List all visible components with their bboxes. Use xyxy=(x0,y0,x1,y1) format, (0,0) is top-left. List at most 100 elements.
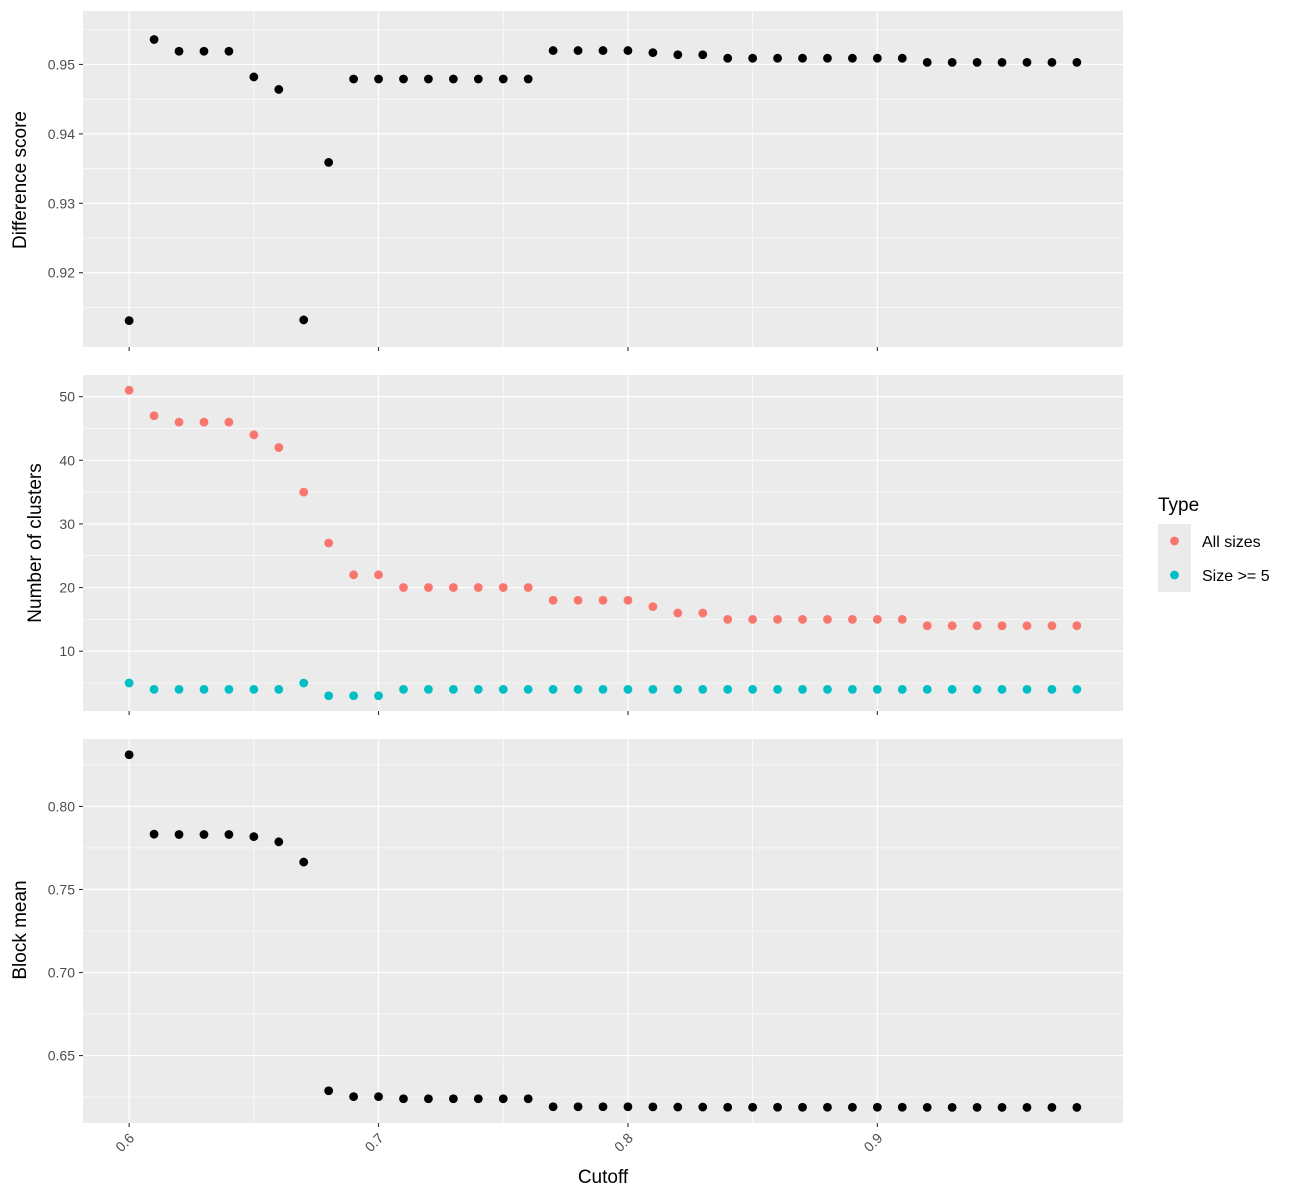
point-all-sizes xyxy=(798,614,807,624)
panel-1: 0.92 0.93 0.94 0.95 xyxy=(48,11,1123,351)
point-panel-3 xyxy=(573,1102,583,1112)
point-all-sizes xyxy=(374,570,383,580)
point-panel-3 xyxy=(848,1102,857,1112)
point-panel-1 xyxy=(249,72,259,82)
legend-title: Type xyxy=(1158,495,1199,516)
legend-swatch-size-5 xyxy=(1170,570,1179,580)
point-all-sizes xyxy=(124,385,134,395)
point-all-sizes xyxy=(448,583,458,592)
point-panel-1 xyxy=(199,46,209,56)
legend-label-all-sizes: All sizes xyxy=(1202,534,1261,551)
point-size-5 xyxy=(299,678,309,688)
point-panel-3 xyxy=(498,1094,508,1104)
panels-group: 0.920.930.940.9510203040500.650.700.750.… xyxy=(48,11,1123,1155)
legend: Type All sizes Size >= 5 xyxy=(1158,495,1270,592)
point-size-5 xyxy=(174,684,184,694)
point-size-5 xyxy=(748,684,758,694)
point-size-5 xyxy=(1072,684,1082,694)
point-panel-3 xyxy=(823,1102,832,1112)
point-all-sizes xyxy=(274,443,284,452)
point-panel-3 xyxy=(997,1102,1007,1112)
point-panel-1 xyxy=(872,53,882,63)
legend-swatch-all-sizes xyxy=(1170,536,1179,546)
point-panel-3 xyxy=(523,1094,533,1104)
point-panel-1 xyxy=(1072,57,1082,67)
point-all-sizes xyxy=(349,570,358,580)
point-size-5 xyxy=(498,684,508,694)
y-tick-label: 40 xyxy=(59,452,75,468)
y-tick-label: 0.65 xyxy=(48,1048,75,1064)
point-all-sizes xyxy=(498,583,508,592)
point-all-sizes xyxy=(723,614,733,624)
point-size-5 xyxy=(723,684,733,694)
point-size-5 xyxy=(648,684,658,694)
point-panel-1 xyxy=(374,74,383,84)
point-panel-3 xyxy=(723,1102,733,1112)
point-panel-3 xyxy=(299,857,309,867)
point-panel-3 xyxy=(374,1092,383,1101)
point-all-sizes xyxy=(972,621,982,631)
point-panel-1 xyxy=(573,46,583,55)
point-size-5 xyxy=(673,684,683,694)
point-panel-1 xyxy=(748,53,758,63)
point-all-sizes xyxy=(748,614,758,624)
point-panel-1 xyxy=(498,74,508,84)
point-size-5 xyxy=(199,684,209,694)
point-panel-1 xyxy=(399,74,408,84)
point-size-5 xyxy=(1022,684,1032,694)
point-panel-1 xyxy=(848,53,857,63)
point-size-5 xyxy=(823,684,832,694)
point-all-sizes xyxy=(823,614,832,624)
point-panel-1 xyxy=(1047,57,1057,67)
point-all-sizes xyxy=(947,621,957,631)
point-panel-3 xyxy=(1022,1102,1032,1112)
point-all-sizes xyxy=(698,608,708,618)
point-panel-1 xyxy=(972,57,982,67)
point-size-5 xyxy=(274,684,284,694)
point-size-5 xyxy=(573,684,583,694)
point-panel-1 xyxy=(299,315,309,325)
point-panel-3 xyxy=(249,832,259,842)
point-panel-3 xyxy=(798,1102,807,1112)
point-panel-1 xyxy=(424,74,433,84)
point-all-sizes xyxy=(523,583,533,592)
point-all-sizes xyxy=(1072,621,1082,631)
point-size-5 xyxy=(224,684,234,694)
point-all-sizes xyxy=(174,417,184,427)
point-panel-1 xyxy=(149,35,159,44)
point-size-5 xyxy=(997,684,1007,694)
point-panel-3 xyxy=(274,837,284,847)
point-panel-1 xyxy=(1022,57,1032,67)
point-all-sizes xyxy=(249,430,259,440)
y-tick-label: 50 xyxy=(59,389,75,405)
point-size-5 xyxy=(598,684,608,694)
y-tick-label: 0.93 xyxy=(48,195,75,211)
point-all-sizes xyxy=(648,602,658,612)
y-tick-label: 10 xyxy=(59,643,75,659)
point-panel-1 xyxy=(773,53,782,63)
point-panel-3 xyxy=(872,1102,882,1112)
point-all-sizes xyxy=(473,583,483,592)
point-all-sizes xyxy=(598,595,608,605)
point-size-5 xyxy=(424,684,433,694)
point-panel-1 xyxy=(349,74,358,84)
point-all-sizes xyxy=(997,621,1007,631)
point-panel-1 xyxy=(798,53,807,63)
point-size-5 xyxy=(349,691,358,701)
point-panel-1 xyxy=(448,74,458,84)
point-all-sizes xyxy=(773,614,782,624)
point-all-sizes xyxy=(897,614,907,624)
point-panel-1 xyxy=(548,46,558,55)
point-size-5 xyxy=(922,684,932,694)
y-axis-title-number-of-clusters: Number of clusters xyxy=(25,463,46,622)
point-all-sizes xyxy=(922,621,932,631)
point-size-5 xyxy=(523,684,533,694)
point-all-sizes xyxy=(199,417,209,427)
point-panel-3 xyxy=(548,1102,558,1112)
y-tick-label: 0.70 xyxy=(48,965,75,981)
point-panel-3 xyxy=(1072,1102,1082,1112)
point-panel-3 xyxy=(1047,1102,1057,1112)
point-panel-3 xyxy=(598,1102,608,1112)
point-panel-3 xyxy=(199,830,209,839)
point-panel-1 xyxy=(224,46,234,56)
